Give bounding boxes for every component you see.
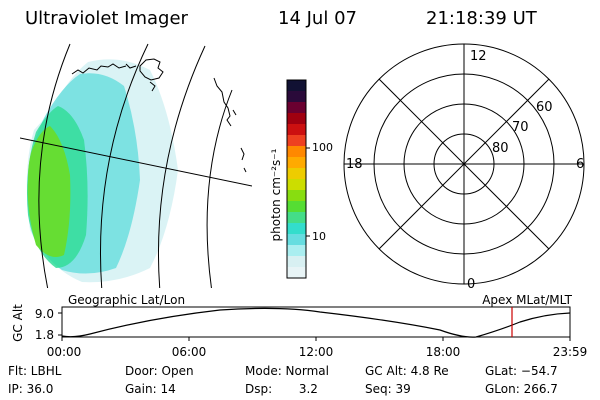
color-bar-segment (287, 256, 306, 268)
timeline-y-tick-low: 1.8 (35, 328, 54, 342)
color-bar-frame (286, 79, 307, 279)
aurora-emission (26, 59, 178, 283)
lat-label-60: 60 (536, 100, 553, 115)
coastline (71, 58, 247, 173)
timeline-x-tick-1200: 12:00 (299, 345, 334, 359)
color-bar (286, 79, 310, 279)
color-bar-label: photon cm⁻²s⁻¹ (269, 148, 283, 241)
timeline-x-tick-2359: 23:59 (553, 345, 588, 359)
altitude-curve (61, 307, 571, 338)
image-date: 14 Jul 07 (278, 8, 357, 29)
geographic-map (20, 43, 252, 288)
image-title: Ultraviolet Imager (25, 8, 188, 29)
color-bar-segment (287, 223, 306, 235)
lat-label-80: 80 (492, 141, 509, 156)
polar-plot (343, 43, 585, 285)
timeline-left-title: Geographic Lat/Lon (68, 293, 185, 307)
info-ip: IP: 36.0 (8, 382, 54, 396)
color-bar-segment (287, 113, 306, 125)
color-bar-segment (287, 135, 306, 147)
timeline-axes (58, 306, 571, 341)
timeline-y-axis-label: GC Alt (11, 304, 25, 342)
timeline-x-tick-0000: 00:00 (47, 345, 82, 359)
info-glon: GLon: 266.7 (485, 382, 558, 396)
mlt-label-18: 18 (346, 157, 363, 172)
info-dsp: Dsp: 3.2 (245, 382, 318, 396)
timeline-x-tick-0600: 06:00 (172, 345, 207, 359)
color-bar-segment (287, 245, 306, 257)
color-bar-segment (287, 146, 306, 158)
info-gain: Gain: 14 (125, 382, 176, 396)
color-bar-segment (287, 102, 306, 114)
timeline-x-tick-1800: 18:00 (426, 345, 461, 359)
color-bar-segment (287, 234, 306, 246)
color-bar-segment (287, 267, 306, 279)
color-bar-segment (287, 201, 306, 213)
lat-label-70: 70 (512, 120, 529, 135)
timeline-right-title: Apex MLat/MLT (482, 293, 572, 307)
timeline-y-tick-high: 9.0 (35, 307, 54, 321)
color-bar-tick-10: 10 (312, 230, 326, 243)
info-door: Door: Open (125, 364, 194, 378)
color-bar-segment (287, 91, 306, 103)
info-seq: Seq: 39 (365, 382, 411, 396)
graticule (20, 43, 252, 288)
info-gc-alt: GC Alt: 4.8 Re (365, 364, 449, 378)
color-bar-segment (287, 212, 306, 224)
mlt-label-6: 6 (576, 157, 584, 172)
info-flt: Flt: LBHL (8, 364, 62, 378)
info-mode: Mode: Normal (245, 364, 329, 378)
color-bar-segment (287, 190, 306, 202)
mlt-label-12: 12 (470, 49, 487, 64)
image-time: 21:18:39 UT (426, 8, 537, 29)
color-bar-tick-100: 100 (312, 141, 333, 154)
color-bar-segment (287, 124, 306, 136)
color-bar-segment (287, 179, 306, 191)
color-bar-segment (287, 168, 306, 180)
color-bar-segment (287, 157, 306, 169)
color-bar-segment (287, 80, 306, 92)
mlt-label-0: 0 (467, 277, 475, 292)
info-glat: GLat: −54.7 (485, 364, 558, 378)
